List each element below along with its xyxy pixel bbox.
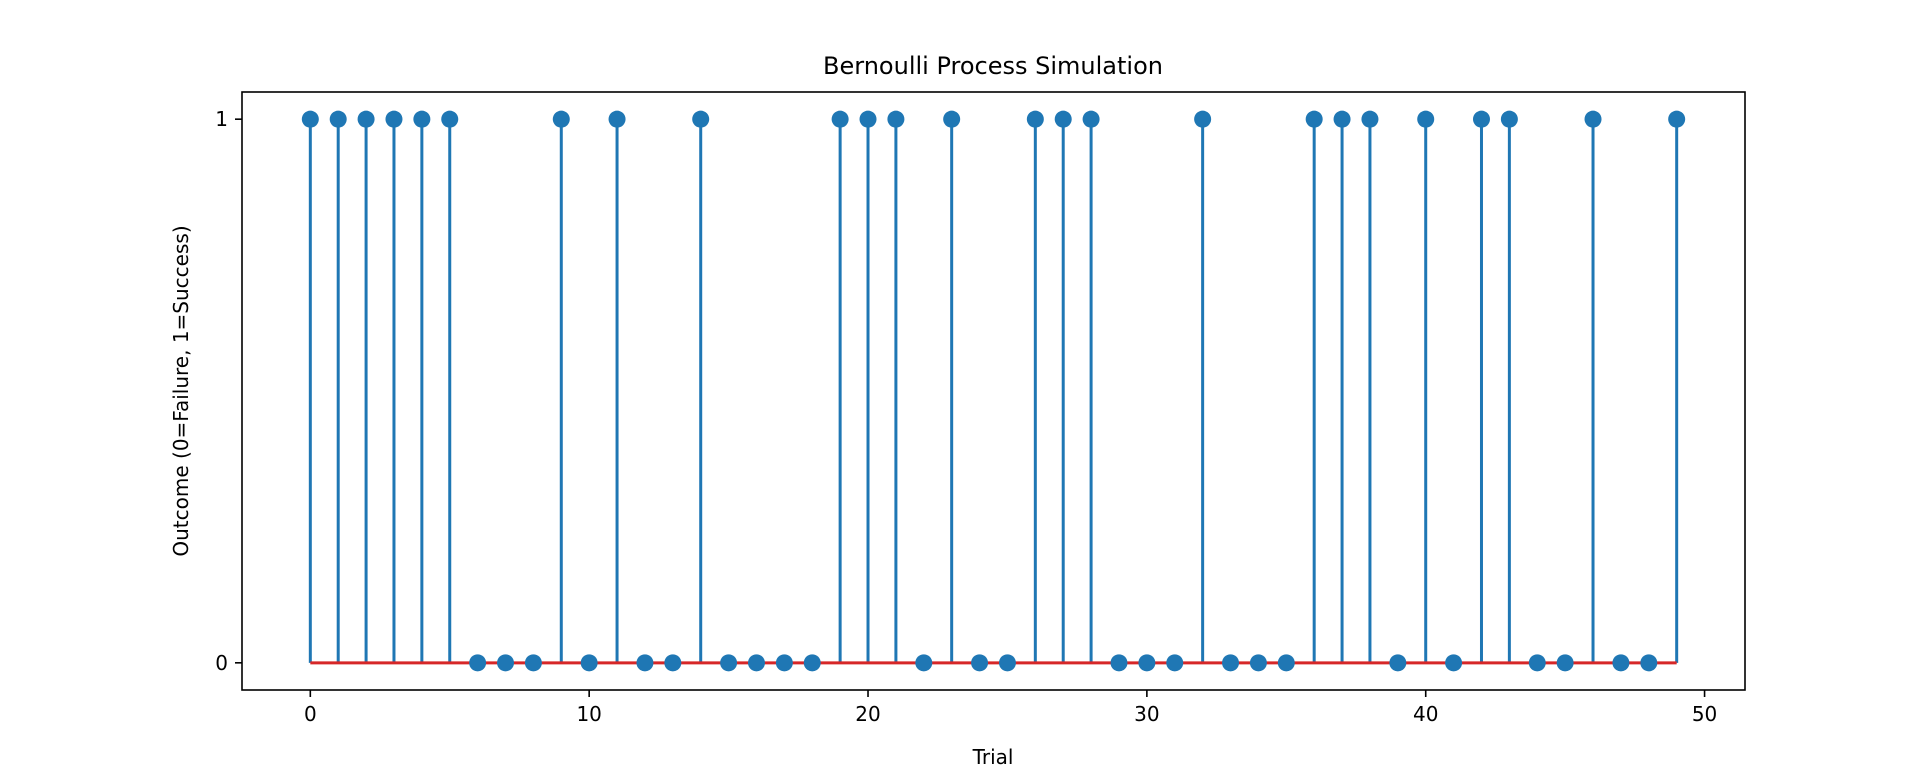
data-point [357, 110, 375, 128]
data-point [552, 110, 570, 128]
data-point [747, 654, 765, 672]
data-point [1584, 110, 1602, 128]
data-point [1472, 110, 1490, 128]
data-point [1222, 654, 1240, 672]
x-tick-label: 50 [1692, 702, 1717, 726]
data-point [608, 110, 626, 128]
y-tick-label: 0 [215, 651, 228, 675]
data-point [859, 110, 877, 128]
data-point [775, 654, 793, 672]
x-axis: 0 10 20 30 40 50 [304, 690, 1717, 726]
data-point [636, 654, 654, 672]
data-point [943, 110, 961, 128]
data-point [385, 110, 403, 128]
plot-area [301, 110, 1686, 672]
data-point [329, 110, 347, 128]
data-point [1500, 110, 1518, 128]
data-point [831, 110, 849, 128]
y-axis: 01 [215, 107, 242, 675]
data-point [803, 654, 821, 672]
data-point [469, 654, 487, 672]
data-point [971, 654, 989, 672]
x-tick-label: 30 [1134, 702, 1159, 726]
x-tick-label: 20 [855, 702, 880, 726]
data-point [1026, 110, 1044, 128]
x-axis-label: Trial [972, 745, 1014, 768]
data-point [1668, 110, 1686, 128]
data-point [1389, 654, 1407, 672]
data-point [1612, 654, 1630, 672]
data-point [1138, 654, 1156, 672]
chart-title: Bernoulli Process Simulation [823, 52, 1163, 80]
data-point [998, 654, 1016, 672]
data-point [1305, 110, 1323, 128]
data-point [692, 110, 710, 128]
data-point [1082, 110, 1100, 128]
data-point [664, 654, 682, 672]
x-tick-label: 40 [1413, 702, 1438, 726]
data-point [720, 654, 738, 672]
data-point [1417, 110, 1435, 128]
data-point [413, 110, 431, 128]
data-point [1277, 654, 1295, 672]
data-point [497, 654, 515, 672]
data-point [1333, 110, 1351, 128]
axes-frame [241, 91, 1746, 691]
data-point [1110, 654, 1128, 672]
data-point [1556, 654, 1574, 672]
data-point [1166, 654, 1184, 672]
data-point [1640, 654, 1658, 672]
data-point [1249, 654, 1267, 672]
data-point [915, 654, 933, 672]
data-point [1445, 654, 1463, 672]
data-point [441, 110, 459, 128]
data-point [301, 110, 319, 128]
data-point [580, 654, 598, 672]
data-point [887, 110, 905, 128]
data-point [1054, 110, 1072, 128]
x-tick-label: 0 [304, 702, 317, 726]
data-point [1361, 110, 1379, 128]
data-point [524, 654, 542, 672]
y-axis-label: Outcome (0=Failure, 1=Success) [169, 225, 193, 556]
x-tick-label: 10 [576, 702, 601, 726]
data-point [1194, 110, 1212, 128]
data-point [1528, 654, 1546, 672]
y-tick-label: 1 [215, 107, 228, 131]
